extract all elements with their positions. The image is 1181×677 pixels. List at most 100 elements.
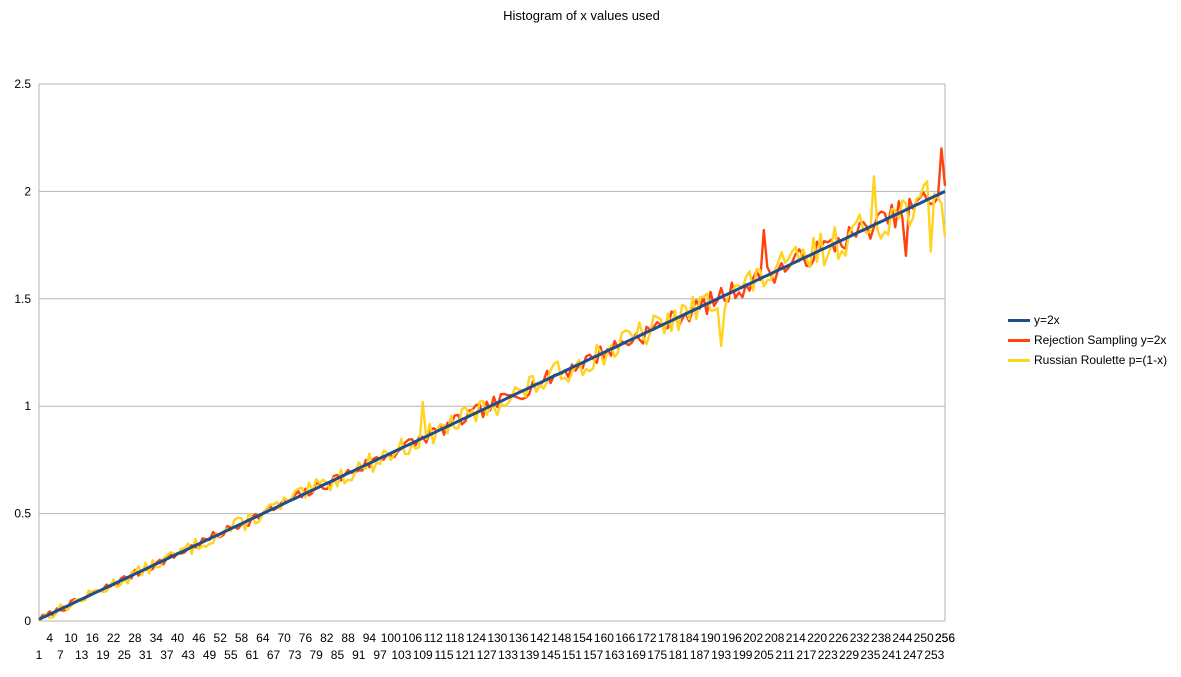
x-tick-label: 67 — [267, 648, 281, 662]
series-rejection-sampling — [37, 147, 947, 622]
x-tick-label: 127 — [477, 648, 497, 662]
y-tick-label: 2 — [24, 184, 31, 198]
legend: y=2x Rejection Sampling y=2x Russian Rou… — [1008, 310, 1167, 370]
x-tick-label: 82 — [320, 631, 334, 645]
x-tick-label: 124 — [466, 631, 486, 645]
x-tick-label: 76 — [299, 631, 313, 645]
x-tick-label: 133 — [498, 648, 518, 662]
x-tick-label: 25 — [118, 648, 132, 662]
x-tick-label: 130 — [487, 631, 507, 645]
x-tick-label: 34 — [150, 631, 164, 645]
x-tick-label: 4 — [46, 631, 53, 645]
x-tick-label: 7 — [57, 648, 64, 662]
chart-title: Histogram of x values used — [503, 8, 660, 23]
x-tick-label: 151 — [562, 648, 582, 662]
x-tick-label: 94 — [363, 631, 377, 645]
x-tick-label: 46 — [192, 631, 206, 645]
x-tick-label: 169 — [626, 648, 646, 662]
gridlines — [38, 83, 946, 622]
x-tick-label: 166 — [615, 631, 635, 645]
x-tick-label: 109 — [413, 648, 433, 662]
x-tick-label: 106 — [402, 631, 422, 645]
legend-label-rejection: Rejection Sampling y=2x — [1034, 333, 1167, 347]
x-tick-label: 61 — [245, 648, 259, 662]
x-tick-label: 112 — [424, 631, 443, 645]
x-tick-label: 226 — [828, 631, 848, 645]
x-tick-label: 37 — [160, 648, 174, 662]
y-tick-label: 0 — [24, 614, 31, 628]
y-axis-ticks: 0 0.5 1 1.5 2 2.5 — [14, 77, 31, 628]
y-tick-label: 1.5 — [14, 292, 31, 306]
x-tick-label: 31 — [139, 648, 153, 662]
x-tick-label: 235 — [860, 648, 880, 662]
x-tick-label: 211 — [776, 648, 795, 662]
x-tick-label: 193 — [711, 648, 731, 662]
x-tick-label: 142 — [530, 631, 550, 645]
legend-label-roulette: Russian Roulette p=(1-x) — [1034, 353, 1168, 367]
legend-label-y2x: y=2x — [1034, 313, 1060, 327]
x-tick-label: 178 — [658, 631, 678, 645]
x-tick-label: 10 — [64, 631, 78, 645]
x-tick-label: 136 — [509, 631, 529, 645]
x-tick-label: 196 — [722, 631, 742, 645]
y-tick-label: 2.5 — [14, 77, 31, 91]
x-tick-label: 97 — [373, 648, 387, 662]
legend-item-y2x: y=2x — [1008, 310, 1167, 330]
x-tick-label: 205 — [754, 648, 774, 662]
x-tick-label: 43 — [182, 648, 196, 662]
x-tick-label: 163 — [605, 648, 625, 662]
x-tick-label: 238 — [871, 631, 891, 645]
x-tick-label: 85 — [331, 648, 345, 662]
x-tick-label: 73 — [288, 648, 302, 662]
x-tick-label: 253 — [924, 648, 944, 662]
x-tick-label: 58 — [235, 631, 249, 645]
legend-swatch-rejection — [1008, 338, 1030, 342]
x-tick-label: 190 — [700, 631, 720, 645]
y-tick-label: 0.5 — [14, 507, 31, 521]
x-tick-label: 241 — [882, 648, 902, 662]
x-tick-label: 181 — [669, 648, 689, 662]
x-tick-label: 184 — [679, 631, 699, 645]
x-tick-label: 247 — [903, 648, 923, 662]
x-tick-label: 223 — [818, 648, 838, 662]
x-tick-label: 154 — [573, 631, 593, 645]
series-y2x — [38, 190, 946, 621]
legend-swatch-y2x — [1008, 318, 1030, 322]
x-tick-label: 256 — [935, 631, 955, 645]
x-tick-label: 28 — [128, 631, 142, 645]
x-tick-label: 91 — [352, 648, 366, 662]
x-tick-label: 229 — [839, 648, 859, 662]
legend-item-roulette: Russian Roulette p=(1-x) — [1008, 350, 1167, 370]
x-tick-label: 244 — [892, 631, 912, 645]
x-tick-label: 148 — [551, 631, 571, 645]
x-tick-label: 250 — [914, 631, 934, 645]
y-tick-label: 1 — [24, 399, 31, 413]
x-tick-label: 187 — [690, 648, 710, 662]
x-tick-label: 199 — [732, 648, 752, 662]
x-tick-label: 88 — [341, 631, 355, 645]
x-tick-label: 208 — [764, 631, 784, 645]
x-tick-label: 202 — [743, 631, 763, 645]
x-tick-label: 172 — [637, 631, 657, 645]
x-tick-label: 157 — [583, 648, 603, 662]
x-tick-label: 52 — [214, 631, 228, 645]
x-tick-label: 160 — [594, 631, 614, 645]
x-tick-label: 1 — [36, 648, 43, 662]
x-tick-label: 64 — [256, 631, 270, 645]
legend-swatch-roulette — [1008, 358, 1030, 362]
x-tick-label: 19 — [96, 648, 110, 662]
x-tick-label: 118 — [445, 631, 464, 645]
x-tick-label: 232 — [850, 631, 870, 645]
x-tick-label: 70 — [277, 631, 291, 645]
x-tick-label: 16 — [86, 631, 100, 645]
legend-item-rejection: Rejection Sampling y=2x — [1008, 330, 1167, 350]
x-tick-label: 256 — [935, 631, 955, 645]
x-tick-label: 217 — [796, 648, 816, 662]
x-tick-label: 145 — [541, 648, 561, 662]
x-tick-label: 13 — [75, 648, 89, 662]
x-tick-label: 100 — [381, 631, 401, 645]
x-tick-label: 139 — [519, 648, 539, 662]
x-tick-label: 220 — [807, 631, 827, 645]
x-tick-label: 55 — [224, 648, 238, 662]
